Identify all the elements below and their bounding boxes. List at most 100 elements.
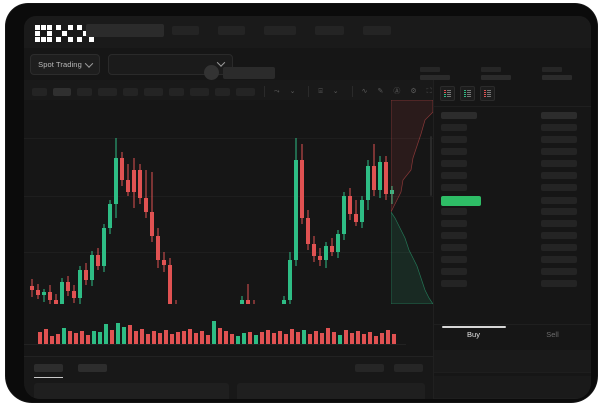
candle-wick [151,172,153,242]
orderbook-sell-icon[interactable] [480,86,495,101]
candle [174,100,178,304]
market-stat-0 [420,67,450,80]
okx-logo-icon[interactable] [35,25,94,42]
candle-body [120,158,124,180]
price-chart[interactable] [24,100,433,304]
nav-item-4[interactable] [363,26,391,35]
candle [234,100,238,304]
magnet-icon[interactable]: Ⓐ [393,88,401,95]
candle-body [168,265,172,304]
nav-items [172,26,391,35]
order-book-ask-price-1 [441,136,467,143]
candle [252,100,256,304]
market-stat-2 [542,67,572,80]
pencil-icon[interactable]: ✎ [377,88,384,95]
volume-bar [194,333,198,344]
timeframe-button-7[interactable] [190,87,209,96]
candle [84,100,88,304]
candle-body [324,246,328,260]
tab-sell[interactable]: Sell [546,330,559,339]
nav-item-0[interactable] [172,26,199,35]
candle [102,100,106,304]
volume-bar [368,332,372,344]
order-book-rows [434,110,591,287]
nav-item-2[interactable] [264,26,296,35]
timeframe-button-4[interactable] [123,87,138,96]
timeframe-button-1[interactable] [53,87,71,96]
candle-body [84,270,88,280]
candle-wick [55,294,57,304]
timeframe-button-3[interactable] [98,87,117,96]
orderbook-buy-icon[interactable] [460,86,475,101]
timeframe-button-8[interactable] [215,87,230,96]
candle [300,100,304,304]
timeframe-button-2[interactable] [77,87,92,96]
order-book-panel: Buy Sell [433,80,591,399]
orders-tab-1[interactable] [78,364,107,372]
candle [228,100,232,304]
timeframe-button-5[interactable] [144,87,163,96]
timeframe-button-0[interactable] [32,87,47,96]
candle-wick [247,284,249,304]
chart-scrollbar[interactable] [430,136,432,196]
volume-bar [128,325,132,344]
candle-body [132,170,136,192]
volume-bar [68,331,72,344]
gridline [24,252,433,253]
candle-body [30,286,34,290]
trading-pair-selector[interactable] [108,54,233,75]
candle [126,100,130,304]
instrument-bar: Spot Trading [24,48,591,80]
orders-panel [24,356,433,399]
trading-mode-selector[interactable]: Spot Trading [30,54,100,75]
volume-bar [152,331,156,344]
timeframe-button-6[interactable] [169,87,184,96]
depth-svg [391,100,433,304]
chart-type-icon[interactable]: ⌸ [318,88,323,95]
order-book-header-price [441,112,477,119]
candle [96,100,100,304]
search-input[interactable] [86,24,164,37]
icon-bars-right [486,90,491,97]
candle [204,100,208,304]
timeframe-button-9[interactable] [236,87,255,96]
nav-item-1[interactable] [218,26,245,35]
candle-body [366,166,370,200]
orders-action-1[interactable] [394,364,423,372]
candle-body [66,282,70,291]
settings-icon[interactable]: ⚙ [410,88,417,95]
candle [186,100,190,304]
stat-label [420,67,440,72]
candle [78,100,82,304]
chevron-down-icon-2[interactable]: ⌄ [332,88,339,95]
trading-mode-label: Spot Trading [38,60,82,69]
candle-body [78,270,82,298]
stat-value [542,75,572,80]
candle [270,100,274,304]
volume-bar [206,335,210,344]
candle [210,100,214,304]
volume-bar [314,331,318,344]
candle [342,100,346,304]
volume-bar [170,334,174,344]
fullscreen-icon[interactable]: ⛶ [426,88,432,95]
line-chart-icon[interactable]: ∿ [361,88,368,95]
market-stats [420,67,572,80]
gridline [24,196,433,197]
candlestick-series [24,100,433,304]
orderbook-both-icon[interactable] [440,86,455,101]
tab-buy[interactable]: Buy [467,330,480,339]
nav-item-3[interactable] [315,26,344,35]
indicators-icon[interactable]: ⤳ [274,88,280,95]
divider [434,324,591,325]
chevron-down-icon[interactable]: ⌄ [289,88,296,95]
candle-body [312,244,316,256]
candle-wick [253,300,255,304]
orders-tab-0[interactable] [34,364,63,378]
candle-wick [391,186,393,204]
volume-bar [122,327,126,344]
order-form-field-0[interactable] [434,350,591,373]
orders-action-0[interactable] [355,364,384,372]
candle-body [300,160,304,218]
order-form-field-1[interactable] [434,376,591,399]
